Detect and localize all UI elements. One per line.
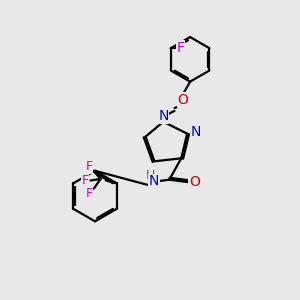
Text: N: N (158, 109, 169, 123)
Text: N: N (149, 174, 159, 188)
Text: F: F (82, 174, 89, 187)
Text: F: F (176, 40, 184, 55)
Text: H: H (146, 169, 155, 182)
Text: F: F (86, 187, 93, 200)
Text: F: F (86, 160, 93, 173)
Text: O: O (177, 93, 188, 107)
Text: N: N (190, 125, 201, 139)
Text: O: O (189, 175, 200, 189)
